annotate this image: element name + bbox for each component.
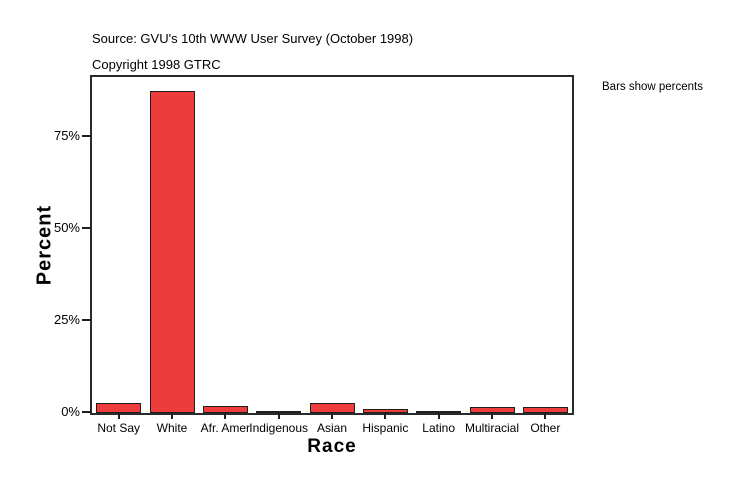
x-tick-label-latino: Latino xyxy=(422,421,455,435)
bar-multiracial xyxy=(469,406,515,413)
x-tick-afr-amer xyxy=(224,413,227,419)
x-tick-multiracial xyxy=(491,413,493,419)
y-tick-label-0: 0% xyxy=(61,404,80,419)
y-tick-label-50: 50% xyxy=(53,220,80,235)
y-tick-75 xyxy=(82,135,91,137)
x-tick-label-asian: Asian xyxy=(316,421,348,435)
plot-area xyxy=(90,75,574,415)
x-tick-other xyxy=(544,413,547,419)
x-tick-latino xyxy=(437,413,440,419)
copyright-text: Copyright 1998 GTRC xyxy=(92,57,221,72)
bar-not-say xyxy=(96,403,142,413)
y-tick-label-75: 75% xyxy=(53,128,80,143)
bar-hispanic xyxy=(362,408,408,413)
x-tick-white xyxy=(171,413,173,419)
x-tick-label-not-say: Not Say xyxy=(97,421,140,435)
bar-other xyxy=(522,407,568,413)
x-tick-label-other: Other xyxy=(530,421,561,435)
bar-latino xyxy=(416,410,462,413)
bar-indigenous xyxy=(256,411,302,413)
x-tick-label-afr-amer: Afr. Amer xyxy=(200,421,250,435)
y-tick-0 xyxy=(82,411,91,413)
y-tick-label-25: 25% xyxy=(53,312,80,327)
y-axis-title: Percent xyxy=(33,204,56,286)
y-tick-25 xyxy=(82,319,91,321)
x-tick-not-say xyxy=(117,413,120,419)
x-tick-hispanic xyxy=(384,413,387,419)
x-tick-indigenous xyxy=(277,413,280,419)
bars-show-percents-note: Bars show percents xyxy=(602,81,703,93)
x-tick-label-hispanic: Hispanic xyxy=(362,421,409,435)
bar-asian xyxy=(309,402,355,413)
x-tick-label-white: White xyxy=(156,421,188,435)
source-text: Source: GVU's 10th WWW User Survey (Octo… xyxy=(92,31,414,46)
x-tick-label-multiracial: Multiracial xyxy=(464,421,519,435)
x-axis-title: Race xyxy=(307,436,357,457)
bar-white xyxy=(149,91,195,413)
x-tick-label-indigenous: Indigenous xyxy=(249,421,309,435)
x-tick-asian xyxy=(331,413,333,419)
bar-afr-amer xyxy=(202,406,248,413)
y-tick-50 xyxy=(82,227,91,229)
